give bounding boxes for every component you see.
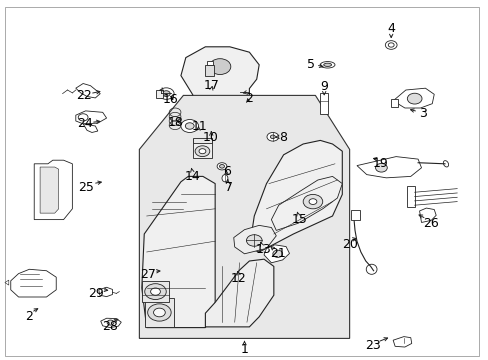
Text: 18: 18 [168, 116, 183, 129]
Polygon shape [34, 160, 72, 220]
Polygon shape [392, 88, 433, 108]
Circle shape [162, 91, 170, 96]
Bar [205, 65, 214, 76]
Text: 28: 28 [102, 320, 118, 333]
Text: 13: 13 [255, 243, 270, 256]
Text: 24: 24 [77, 117, 92, 130]
Text: 9: 9 [320, 80, 327, 93]
Bar [320, 93, 327, 114]
Circle shape [199, 149, 205, 154]
Text: 2: 2 [245, 92, 253, 105]
Polygon shape [249, 140, 342, 252]
Text: 8: 8 [279, 131, 287, 144]
Polygon shape [264, 245, 289, 263]
Text: 4: 4 [386, 22, 394, 35]
Circle shape [387, 43, 393, 47]
Circle shape [185, 123, 194, 129]
Polygon shape [11, 269, 56, 297]
Circle shape [246, 235, 262, 246]
Polygon shape [101, 318, 121, 328]
Text: 20: 20 [341, 238, 357, 251]
Circle shape [153, 308, 165, 317]
Polygon shape [76, 84, 100, 98]
Text: 2: 2 [25, 310, 33, 323]
Bar [193, 138, 211, 143]
Bar [350, 210, 359, 220]
Bar [142, 281, 169, 302]
Circle shape [150, 288, 160, 295]
Bar [206, 61, 212, 65]
Circle shape [158, 88, 174, 99]
Circle shape [270, 135, 275, 139]
Circle shape [219, 165, 224, 168]
Text: 17: 17 [203, 79, 219, 92]
Text: 26: 26 [423, 217, 438, 230]
Text: 1: 1 [240, 343, 248, 356]
Text: 11: 11 [191, 120, 207, 133]
Circle shape [144, 284, 166, 300]
Polygon shape [271, 176, 342, 230]
Bar [193, 139, 211, 158]
Polygon shape [99, 287, 112, 297]
Circle shape [407, 93, 421, 104]
Circle shape [266, 132, 278, 141]
Polygon shape [205, 259, 273, 327]
Bar [144, 298, 174, 327]
Polygon shape [392, 337, 411, 347]
Text: 21: 21 [269, 247, 285, 260]
Circle shape [308, 199, 316, 204]
Text: 23: 23 [364, 339, 380, 352]
Ellipse shape [443, 161, 447, 167]
Circle shape [303, 194, 322, 209]
Text: 12: 12 [230, 273, 246, 285]
Polygon shape [181, 47, 259, 95]
Text: 3: 3 [418, 107, 426, 120]
Text: 29: 29 [88, 287, 103, 300]
Bar [390, 99, 397, 107]
Circle shape [195, 146, 209, 157]
Text: 10: 10 [202, 131, 218, 144]
Circle shape [272, 250, 282, 257]
Text: 15: 15 [291, 213, 306, 226]
Text: 19: 19 [372, 157, 387, 170]
Text: 6: 6 [223, 165, 231, 177]
Polygon shape [233, 225, 276, 254]
Text: 25: 25 [78, 181, 93, 194]
Polygon shape [419, 208, 435, 222]
Polygon shape [83, 124, 98, 132]
Circle shape [209, 59, 230, 75]
Text: 7: 7 [224, 181, 232, 194]
Circle shape [217, 163, 226, 170]
Polygon shape [356, 157, 421, 178]
Text: 14: 14 [184, 170, 200, 183]
Bar [155, 90, 163, 98]
Text: 22: 22 [76, 89, 92, 102]
Text: 5: 5 [306, 58, 314, 71]
Ellipse shape [222, 175, 227, 182]
Polygon shape [40, 167, 59, 213]
Ellipse shape [320, 62, 334, 68]
Circle shape [385, 41, 396, 49]
Polygon shape [142, 176, 215, 328]
Polygon shape [5, 280, 9, 285]
Circle shape [78, 114, 88, 121]
Circle shape [107, 320, 114, 325]
Text: 16: 16 [163, 93, 178, 106]
Circle shape [147, 304, 171, 321]
Polygon shape [139, 95, 349, 338]
Bar [406, 186, 414, 207]
Circle shape [375, 163, 386, 172]
Circle shape [181, 120, 198, 132]
Text: 27: 27 [140, 268, 155, 281]
Ellipse shape [323, 63, 331, 67]
Polygon shape [76, 111, 106, 124]
